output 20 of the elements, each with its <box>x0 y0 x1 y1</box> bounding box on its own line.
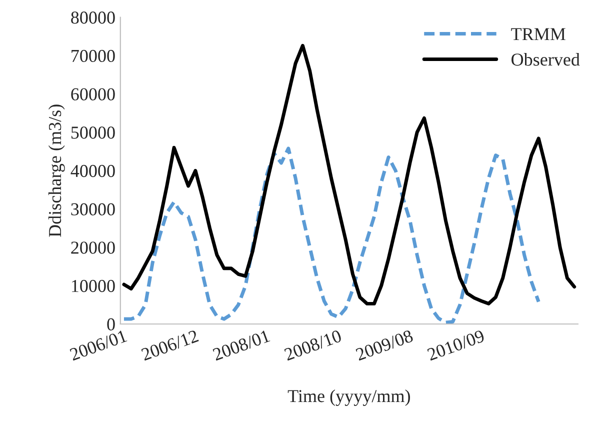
x-tick-label: 2006/12 <box>140 330 199 361</box>
x-tick-label: 2010/09 <box>426 330 486 361</box>
y-axis-title: Ddischarge (m3/s) <box>48 104 65 237</box>
x-tick-label: 2009/08 <box>355 330 414 361</box>
y-tick-label: 80000 <box>71 12 115 24</box>
y-tick-label: 70000 <box>72 50 115 62</box>
x-tick-label: 2008/01 <box>212 330 270 361</box>
y-tick-label: 20000 <box>71 242 115 254</box>
y-tick-label: 30000 <box>71 203 115 216</box>
y-tick-label: 60000 <box>71 88 115 100</box>
legend-label: TRMM <box>511 28 566 40</box>
x-axis-title: Time (yyyy/mm) <box>288 389 410 406</box>
x-tick-label: 2006/01 <box>69 330 128 361</box>
line-series <box>122 146 540 324</box>
y-tick-label: 10000 <box>72 280 115 292</box>
legend-label: Observed <box>512 53 580 66</box>
y-tick-label: 50000 <box>71 126 115 139</box>
y-tick-label: 0 <box>107 318 115 330</box>
y-tick-label: 40000 <box>70 164 115 178</box>
x-tick-label: 2008/10 <box>284 330 342 361</box>
